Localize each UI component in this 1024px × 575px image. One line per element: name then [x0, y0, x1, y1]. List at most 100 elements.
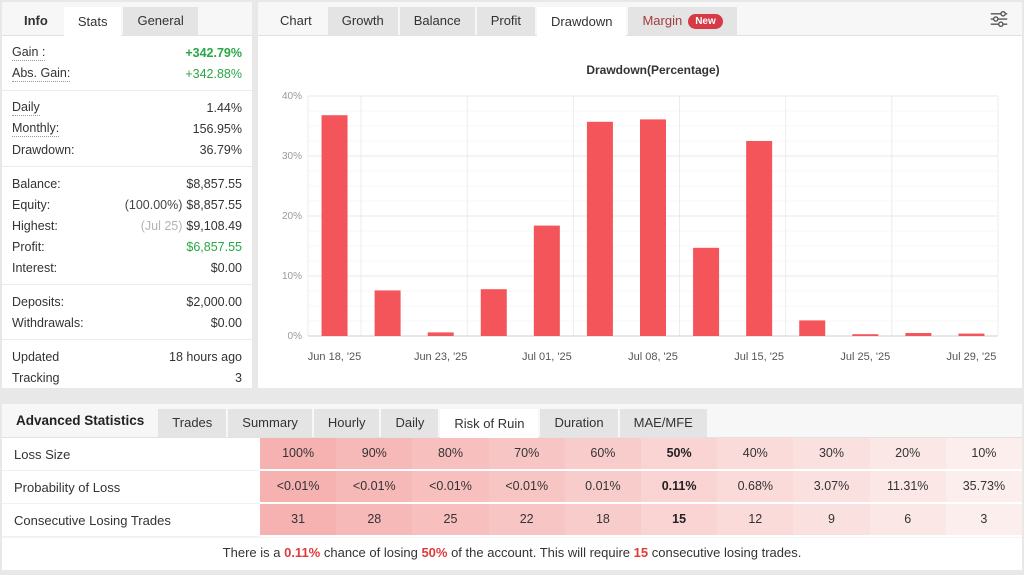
risk-summary-text: There is a 0.11% chance of losing 50% of… — [2, 537, 1022, 569]
table-cell: 100% — [260, 438, 337, 471]
stats-tab-info[interactable]: Info — [10, 7, 62, 35]
x-axis-tick: Jun 18, '25 — [308, 351, 361, 363]
stat-value-text: +342.88% — [185, 66, 242, 81]
summary-text: of the account. This will require — [447, 545, 634, 560]
tab-label: Trades — [172, 415, 213, 430]
filter-sliders-icon — [990, 10, 1008, 28]
stat-value-text: 3 — [235, 370, 242, 385]
stat-value-text: $8,857.55 — [186, 197, 242, 212]
tab-label: Hourly — [327, 415, 366, 430]
table-row-loss-size: Loss Size 100% 90% 80% 70% 60% 50% 40% 30% 20% 10% — [2, 438, 1022, 471]
stat-value: (100.00%) $8,857.55 — [125, 198, 242, 212]
table-cell: <0.01% — [412, 471, 489, 504]
stat-label: Drawdown: — [12, 142, 75, 157]
stat-row-withdrawals: Withdrawals: $0.00 — [2, 312, 252, 333]
advanced-tab-mae-mfe[interactable]: MAE/MFE — [619, 409, 707, 437]
drawdown-bar[interactable] — [799, 320, 826, 336]
table-cell: 9 — [793, 504, 870, 537]
table-cell: 60% — [564, 438, 641, 471]
drawdown-bar[interactable] — [533, 225, 560, 336]
stat-value: 3 — [235, 371, 242, 385]
advanced-stats-panel: Advanced Statistics Trades Summary Hourly D… — [2, 404, 1022, 570]
advanced-tab-summary[interactable]: Summary — [228, 409, 312, 437]
stat-value: $0.00 — [211, 261, 242, 275]
table-cell: 50% — [640, 438, 718, 471]
stat-value-text: 36.79% — [199, 142, 242, 157]
chart-panel: Chart Growth Balance Profit Drawdown Margin Ne… — [258, 2, 1022, 388]
stats-tab-stats[interactable]: Stats — [63, 7, 122, 36]
summary-text: chance of losing — [320, 545, 422, 560]
table-cell: 28 — [336, 504, 413, 537]
stat-label[interactable]: Daily — [12, 99, 40, 116]
table-cell: 3 — [945, 504, 1022, 537]
chart-tab-chart[interactable]: Chart — [266, 7, 326, 35]
stat-value-text: $9,108.49 — [186, 218, 242, 233]
row-label: Probability of Loss — [2, 471, 260, 504]
table-cell: 35.73% — [945, 471, 1022, 504]
table-cell: 70% — [488, 438, 565, 471]
drawdown-bar[interactable] — [746, 141, 773, 336]
advanced-tab-risk-of-ruin[interactable]: Risk of Ruin — [440, 409, 539, 438]
drawdown-bar[interactable] — [852, 334, 879, 336]
stat-group: Deposits: $2,000.00 Withdrawals: $0.00 — [2, 285, 252, 340]
stat-label: Equity: — [12, 197, 51, 212]
drawdown-bar[interactable] — [905, 333, 932, 336]
y-axis-tick: 0% — [288, 331, 303, 342]
table-cell: 12 — [717, 504, 794, 537]
advanced-tab-hourly[interactable]: Hourly — [313, 409, 380, 437]
chart-tab-drawdown[interactable]: Drawdown — [537, 7, 627, 36]
stat-value-text: $6,857.55 — [186, 239, 242, 254]
tab-label: Drawdown — [551, 13, 613, 29]
chart-tab-profit[interactable]: Profit — [476, 7, 536, 35]
table-cell: <0.01% — [336, 471, 413, 504]
tab-label: General — [137, 13, 184, 28]
stat-value: $6,857.55 — [186, 240, 242, 254]
stat-row-tracking: Tracking 3 — [2, 367, 252, 388]
stats-tab-general[interactable]: General — [123, 7, 198, 35]
table-cell: 6 — [869, 504, 946, 537]
advanced-stats-heading: Advanced Statistics — [16, 413, 145, 428]
x-axis-tick: Jul 08, '25 — [628, 351, 678, 363]
advanced-tab-trades[interactable]: Trades — [158, 409, 227, 437]
tab-label: Daily — [395, 415, 425, 430]
stat-value-text: $2,000.00 — [186, 294, 242, 309]
chart-tab-margin[interactable]: Margin New — [628, 7, 737, 35]
stats-tabbar: Info Stats General — [2, 2, 252, 36]
stat-value: +342.79% — [185, 46, 242, 60]
stat-label[interactable]: Gain : — [12, 44, 46, 61]
stat-group: Updated 18 hours ago Tracking 3 — [2, 340, 252, 394]
advanced-tab-daily[interactable]: Daily — [381, 409, 439, 437]
chart-settings-button[interactable] — [988, 8, 1010, 30]
summary-highlight-value: 0.11% — [284, 545, 321, 560]
stat-label: Highest: — [12, 218, 58, 233]
summary-text: consecutive losing trades. — [648, 545, 802, 560]
drawdown-bar[interactable] — [321, 115, 348, 336]
stat-label[interactable]: Abs. Gain: — [12, 65, 71, 82]
drawdown-bar[interactable] — [958, 333, 985, 336]
stat-label: Updated — [12, 349, 60, 364]
stat-label: Balance: — [12, 176, 61, 191]
chart-tab-growth[interactable]: Growth — [327, 7, 398, 35]
stat-value-text: +342.79% — [185, 45, 242, 60]
advanced-tab-duration[interactable]: Duration — [540, 409, 618, 437]
tab-label: Summary — [242, 415, 298, 430]
stat-row-profit: Profit: $6,857.55 — [2, 236, 252, 257]
y-axis-tick: 20% — [282, 211, 302, 222]
drawdown-bar[interactable] — [374, 290, 401, 336]
drawdown-bar[interactable] — [427, 332, 454, 336]
drawdown-bar[interactable] — [586, 121, 613, 336]
table-cell: 10% — [945, 438, 1022, 471]
x-axis-tick: Jun 23, '25 — [414, 351, 467, 363]
stat-row-monthly: Monthly: 156.95% — [2, 118, 252, 139]
stat-label[interactable]: Monthly: — [12, 120, 60, 137]
table-cell: 25 — [412, 504, 489, 537]
drawdown-bar[interactable] — [693, 247, 720, 336]
drawdown-bar[interactable] — [640, 119, 666, 337]
stat-row-updated: Updated 18 hours ago — [2, 346, 252, 367]
stat-label: Interest: — [12, 260, 58, 275]
stats-rows: Gain : +342.79% Abs. Gain: +342.88% Daily 1.4… — [2, 36, 252, 394]
stat-value: $2,000.00 — [186, 295, 242, 309]
chart-tab-balance[interactable]: Balance — [399, 7, 475, 35]
drawdown-bar[interactable] — [480, 289, 507, 336]
stat-value-text: 18 hours ago — [169, 349, 242, 364]
